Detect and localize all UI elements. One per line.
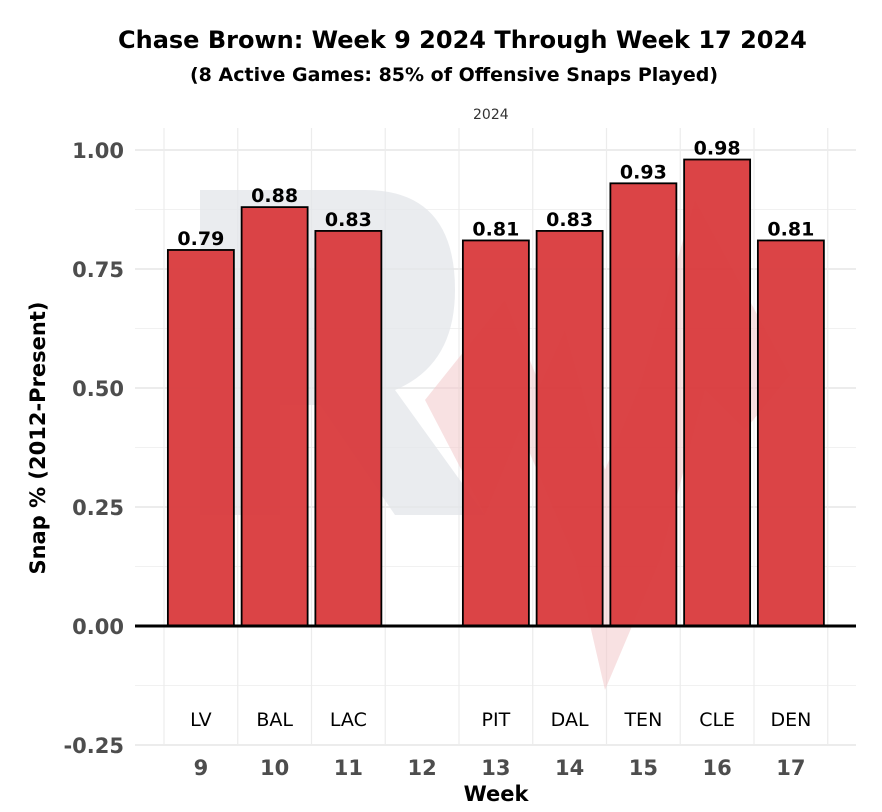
opponent-label: DAL (551, 709, 589, 731)
bar-week-13 (461, 239, 530, 627)
opponent-label: PIT (482, 709, 511, 731)
bar-week-11 (314, 230, 383, 627)
value-label: 0.83 (325, 209, 372, 231)
value-label: 0.81 (472, 218, 519, 240)
bar-week-16 (683, 158, 752, 627)
y-tick-label: -0.25 (63, 734, 124, 758)
x-tick-label: 9 (194, 756, 209, 780)
chart-subtitle: (8 Active Games: 85% of Offensive Snaps … (190, 64, 719, 86)
value-label: 0.98 (694, 138, 741, 160)
y-tick-label: 0.50 (72, 377, 124, 401)
bar-week-17 (756, 239, 825, 627)
x-tick-label: 16 (703, 756, 732, 780)
bar-week-10 (240, 206, 309, 627)
opponent-label: LAC (330, 709, 367, 731)
bar-week-14 (535, 230, 604, 627)
y-tick-label: 1.00 (72, 139, 124, 163)
x-tick-label: 13 (481, 756, 510, 780)
x-tick-label: 15 (629, 756, 658, 780)
opponent-label: LV (190, 709, 212, 731)
y-tick-label: 0.75 (72, 258, 124, 282)
chart-title: Chase Brown: Week 9 2024 Through Week 17… (118, 26, 807, 54)
value-label: 0.81 (767, 218, 814, 240)
x-tick-label: 17 (776, 756, 805, 780)
y-tick-label: 0.25 (72, 496, 124, 520)
value-label: 0.79 (177, 228, 224, 250)
x-tick-label: 12 (408, 756, 437, 780)
bar-week-15 (609, 182, 678, 627)
y-tick-label: 0.00 (72, 615, 124, 639)
x-tick-label: 10 (260, 756, 289, 780)
value-label: 0.93 (620, 161, 667, 183)
value-label: 0.83 (546, 209, 593, 231)
x-tick-label: 11 (334, 756, 363, 780)
bar-week-9 (166, 249, 235, 627)
value-label: 0.88 (251, 185, 298, 207)
opponent-label: CLE (699, 709, 735, 731)
x-axis-title: Week (463, 782, 529, 806)
opponent-label: TEN (623, 709, 662, 731)
x-tick-label: 14 (555, 756, 584, 780)
opponent-label: BAL (256, 709, 293, 731)
facet-label: 2024 (473, 107, 509, 123)
opponent-label: DEN (770, 709, 811, 731)
